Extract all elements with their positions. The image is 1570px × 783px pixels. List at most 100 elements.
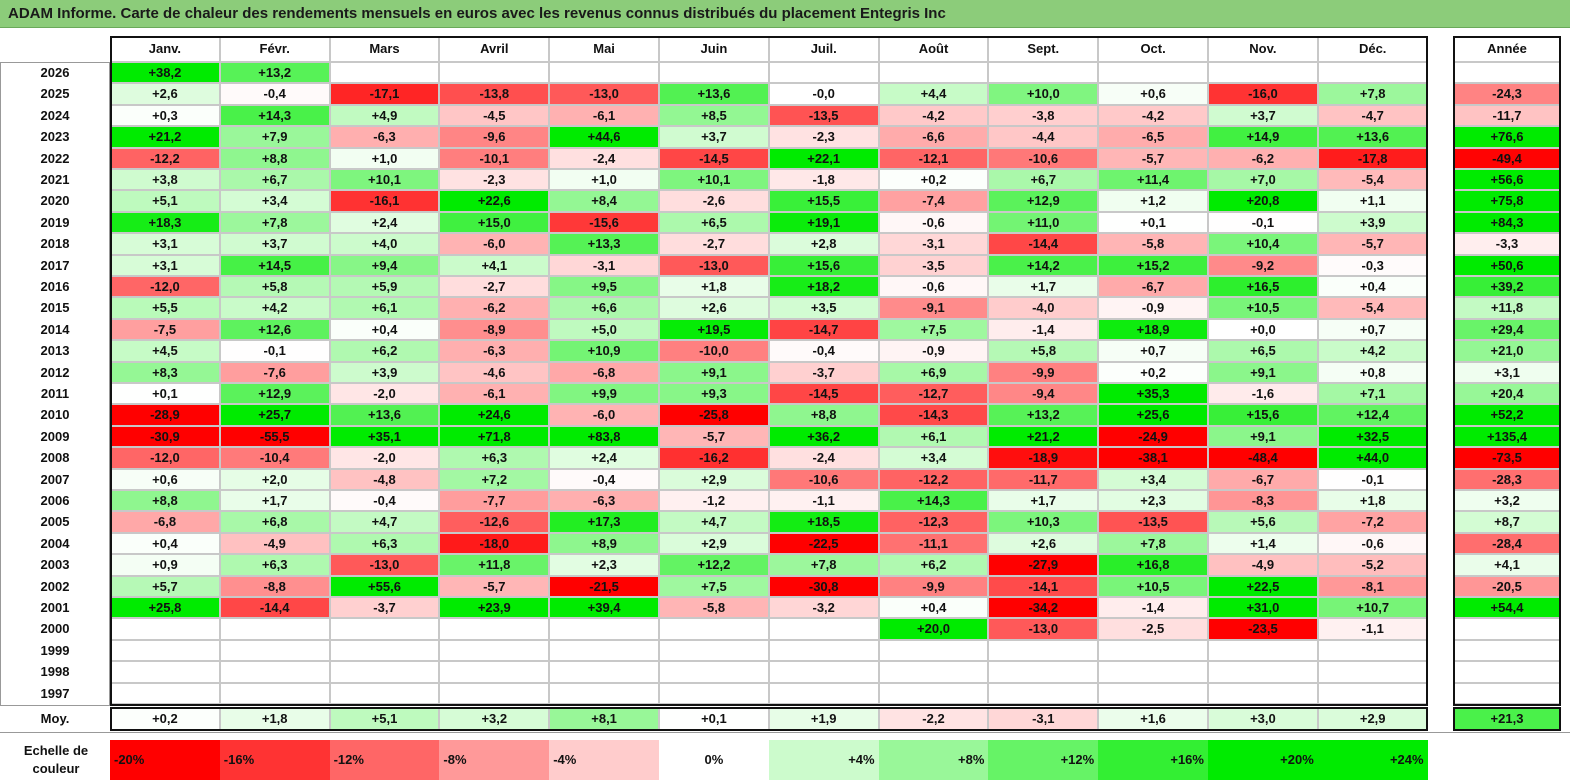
year-total-cell: +56,6 <box>1453 169 1561 191</box>
heatmap-cell <box>439 682 550 704</box>
heatmap-cell: -13,0 <box>329 554 440 576</box>
heatmap-cell: +2,9 <box>659 532 769 555</box>
heatmap-cell: -0,6 <box>878 211 989 234</box>
heatmap-cell: +32,5 <box>1317 425 1428 448</box>
heatmap-cell: -17,8 <box>1317 147 1428 169</box>
heatmap-cell: -11,1 <box>878 532 989 555</box>
heatmap-cell: -24,9 <box>1098 425 1208 448</box>
heatmap-cell <box>1208 661 1318 683</box>
heatmap-cell: -27,9 <box>988 554 1099 576</box>
heatmap-cell: +19,1 <box>768 211 879 234</box>
heatmap-cell: -1,1 <box>1317 618 1428 640</box>
color-scale-step: -8% <box>439 740 550 780</box>
heatmap-cell: +13,2 <box>988 404 1099 426</box>
title-bar: ADAM Informe. Carte de chaleur des rende… <box>0 0 1570 28</box>
row-label: 2026 <box>40 65 70 80</box>
heatmap-cell: +2,6 <box>659 297 769 319</box>
heatmap-cell: +11,8 <box>439 554 550 576</box>
heatmap-cell: +12,2 <box>659 554 769 576</box>
heatmap-cell: -14,1 <box>988 575 1099 597</box>
row-label: 2005 <box>40 514 70 530</box>
heatmap-cell: -0,4 <box>329 490 440 512</box>
color-scale-step: 0% <box>659 740 769 780</box>
heatmap-cell: -30,9 <box>110 425 220 448</box>
heatmap-cell: -2,4 <box>549 147 659 169</box>
color-scale-step: +8% <box>878 740 989 780</box>
heatmap-cell: -1,2 <box>659 490 769 512</box>
heatmap-cell: -13,0 <box>659 254 769 276</box>
heatmap-cell: +0,8 <box>1317 361 1428 383</box>
heatmap-cell <box>549 661 659 683</box>
heatmap-cell <box>878 661 989 683</box>
average-cell: +1,9 <box>768 707 879 731</box>
heatmap-cell: +0,1 <box>110 383 220 405</box>
heatmap-cell: +22,6 <box>439 190 550 212</box>
heatmap-cell: -6,3 <box>549 490 659 512</box>
heatmap-cell <box>988 62 1099 84</box>
row-label: 2010 <box>40 407 70 423</box>
row-label: 2018 <box>40 236 70 252</box>
heatmap-cell: -13,5 <box>768 104 879 127</box>
heatmap-cell <box>219 661 330 683</box>
heatmap-cell: +7,1 <box>1317 383 1428 405</box>
heatmap-cell: -6,2 <box>1208 147 1318 169</box>
heatmap-cell: -5,8 <box>659 597 769 619</box>
heatmap-cell <box>1208 682 1318 704</box>
heatmap-cell: +8,3 <box>110 361 220 383</box>
heatmap-cell: -0,0 <box>768 83 879 105</box>
heatmap-cell: +7,9 <box>219 126 330 148</box>
heatmap-cell: -14,3 <box>878 404 989 426</box>
heatmap-cell: +7,8 <box>1317 83 1428 105</box>
heatmap-cell: +4,1 <box>439 254 550 276</box>
heatmap-cell: +35,1 <box>329 425 440 448</box>
heatmap-cell <box>549 682 659 704</box>
heatmap-cell: -5,4 <box>1317 297 1428 319</box>
heatmap-cell: +8,8 <box>768 404 879 426</box>
heatmap-cell: +38,2 <box>110 62 220 84</box>
average-cell: +3,0 <box>1208 707 1318 731</box>
heatmap-cell: -30,8 <box>768 575 879 597</box>
row-label: 2024 <box>40 107 70 123</box>
heatmap-cell: -4,9 <box>219 532 330 555</box>
year-total-cell: +8,7 <box>1453 511 1561 533</box>
heatmap-cell <box>768 639 879 662</box>
row-label: 2025 <box>40 86 70 102</box>
heatmap-cell: +0,4 <box>110 532 220 555</box>
heatmap-cell: -0,9 <box>878 340 989 362</box>
heatmap-cell <box>659 639 769 662</box>
heatmap-cell <box>110 682 220 704</box>
heatmap-cell: +4,7 <box>659 511 769 533</box>
color-scale-label: Echelle de couleur <box>23 743 89 776</box>
heatmap-cell: +4,9 <box>329 104 440 127</box>
heatmap-cell: +12,6 <box>219 318 330 341</box>
color-scale-step: -12% <box>329 740 440 780</box>
heatmap-cell <box>439 639 550 662</box>
heatmap-cell <box>1317 639 1428 662</box>
heatmap-cell: -6,1 <box>549 104 659 127</box>
year-total-cell: +75,8 <box>1453 190 1561 212</box>
heatmap-cell: -0,4 <box>219 83 330 105</box>
heatmap-cell: +14,2 <box>988 254 1099 276</box>
heatmap-cell: +9,1 <box>1208 361 1318 383</box>
heatmap-cell: +16,8 <box>1098 554 1208 576</box>
heatmap-cell <box>768 618 879 640</box>
average-cell: +0,2 <box>110 707 220 731</box>
heatmap-cell <box>549 618 659 640</box>
heatmap-cell: -0,1 <box>1317 468 1428 490</box>
heatmap-cell: +1,7 <box>219 490 330 512</box>
year-total-cell: +50,6 <box>1453 254 1561 276</box>
heatmap-cell: -6,5 <box>1098 126 1208 148</box>
heatmap-cell <box>110 639 220 662</box>
year-total-cell: +76,6 <box>1453 126 1561 148</box>
heatmap-cell <box>1317 682 1428 704</box>
heatmap-cell: +7,2 <box>439 468 550 490</box>
column-header: Déc. <box>1317 36 1428 62</box>
heatmap-cell: +14,3 <box>878 490 989 512</box>
heatmap-cell: +8,8 <box>219 147 330 169</box>
heatmap-cell: +25,7 <box>219 404 330 426</box>
heatmap-cell: -2,6 <box>659 190 769 212</box>
heatmap-cell: -9,4 <box>988 383 1099 405</box>
heatmap-cell: +3,4 <box>878 447 989 469</box>
year-total-cell: -11,7 <box>1453 104 1561 127</box>
heatmap-cell: -2,7 <box>439 276 550 298</box>
